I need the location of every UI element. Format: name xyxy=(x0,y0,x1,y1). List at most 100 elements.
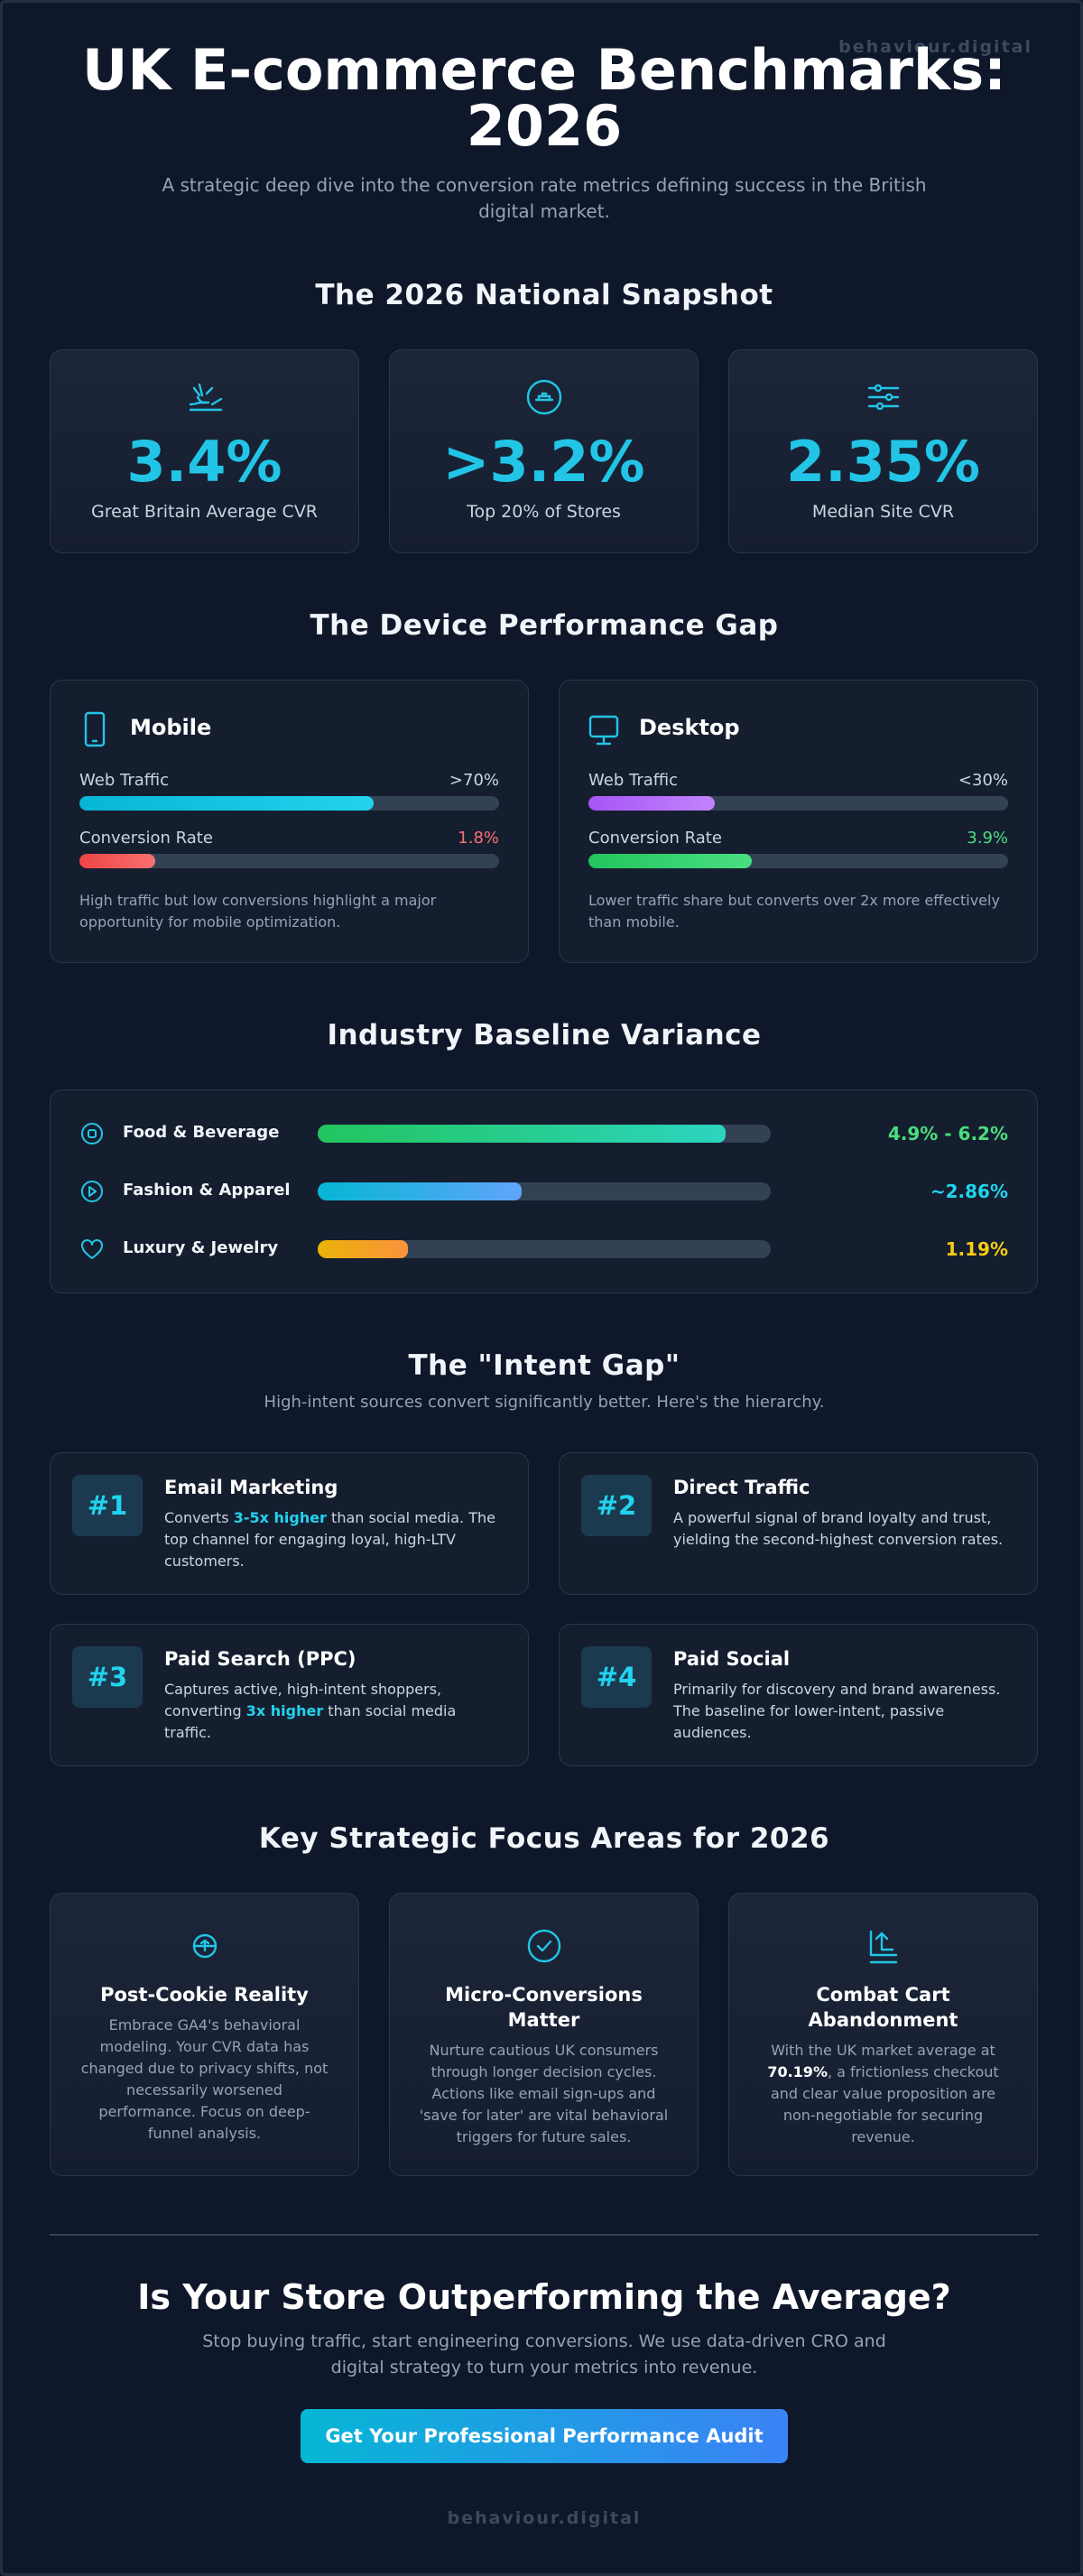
brand-watermark-top[interactable]: behaviour.digital xyxy=(838,37,1032,57)
body-text: Primarily for discovery and brand awaren… xyxy=(673,1681,1001,1741)
cookie-icon xyxy=(192,1933,217,1959)
brand-watermark-bottom[interactable]: behaviour.digital xyxy=(447,2508,642,2528)
monitor-icon xyxy=(588,715,619,746)
cta-subtitle: Stop buying traffic, start engineering c… xyxy=(202,2331,886,2377)
title-line-1: UK E-commerce Benchmarks: xyxy=(82,37,1006,103)
intent-item-title: Paid Social xyxy=(673,1648,791,1670)
rank-badge: #1 xyxy=(72,1475,143,1536)
desktop-conversion-fill xyxy=(588,854,753,868)
trophy-badge-icon xyxy=(526,379,561,415)
desktop-card: Desktop Web Traffic <30% Conversion Rate… xyxy=(559,680,1038,963)
intent-item-body: Primarily for discovery and brand awaren… xyxy=(673,1679,1015,1744)
title-line-2: 2026 xyxy=(466,93,623,159)
body-text: than social media traffic. xyxy=(164,1702,457,1741)
get-audit-button[interactable]: Get Your Professional Performance Audit xyxy=(301,2409,788,2463)
play-circle-icon xyxy=(81,1181,103,1202)
focus-card-body: Nurture cautious UK consumers through lo… xyxy=(417,2040,671,2148)
intent-title: The "Intent Gap" xyxy=(408,1349,680,1382)
intent-item-title: Email Marketing xyxy=(164,1477,338,1498)
check-circle-icon xyxy=(527,1929,560,1963)
mobile-card: Mobile Web Traffic >70% Conversion Rate … xyxy=(50,680,529,963)
body-text: A powerful signal of brand loyalty and t… xyxy=(673,1509,1004,1548)
rank-badge: #3 xyxy=(72,1646,143,1708)
intent-item-body: Captures active, high-intent shoppers, c… xyxy=(164,1679,506,1744)
rank-badge: #2 xyxy=(581,1475,652,1536)
device-gap-title: The Device Performance Gap xyxy=(310,609,779,642)
focus-card-post-cookie: Post-Cookie Reality Embrace GA4's behavi… xyxy=(50,1893,359,2176)
snapshot-card-median: 2.35% Median Site CVR xyxy=(728,349,1038,553)
hand-coins-icon xyxy=(189,383,222,412)
sliders-icon xyxy=(867,384,899,411)
mobile-conversion-label: Conversion Rate xyxy=(79,829,213,848)
snapshot-title: The 2026 National Snapshot xyxy=(315,279,773,311)
body-text: Embrace GA4's behavioral modeling. Your … xyxy=(80,2016,329,2142)
industry-fill-food xyxy=(318,1125,726,1143)
focus-title: Key Strategic Focus Areas for 2026 xyxy=(258,1822,830,1855)
cta-title: Is Your Store Outperforming the Average? xyxy=(137,2277,951,2317)
intent-card-email: #1 Email Marketing Converts 3-5x higher … xyxy=(50,1452,529,1595)
snapshot-label: Top 20% of Stores xyxy=(467,502,621,522)
industry-value-luxury: 1.19% xyxy=(945,1238,1008,1260)
intent-card-ppc: #3 Paid Search (PPC) Captures active, hi… xyxy=(50,1624,529,1766)
cart-return-icon xyxy=(869,1930,897,1964)
industry-title: Industry Baseline Variance xyxy=(327,1019,762,1052)
snapshot-value: >3.2% xyxy=(442,429,645,495)
desktop-conversion-label: Conversion Rate xyxy=(588,829,722,848)
mobile-traffic-fill xyxy=(79,796,374,811)
body-text: , a frictionless checkout and clear valu… xyxy=(770,2063,999,2145)
intent-item-body: Converts 3-5x higher than social media. … xyxy=(164,1507,506,1572)
mobile-traffic-bar xyxy=(79,796,499,811)
body-text: Converts xyxy=(164,1509,234,1526)
highlight-text: 3x higher xyxy=(245,1702,324,1719)
snapshot-value: 3.4% xyxy=(126,429,282,495)
body-text: With the UK market average at xyxy=(771,2042,995,2059)
heart-icon xyxy=(81,1239,103,1259)
intent-subtitle: High-intent sources convert significantl… xyxy=(264,1393,825,1412)
focus-card-micro-conversions: Micro-Conversions Matter Nurture cautiou… xyxy=(389,1893,699,2176)
page-subtitle: A strategic deep dive into the conversio… xyxy=(162,174,927,222)
desktop-traffic-bar xyxy=(588,796,1008,811)
snapshot-card-top-20: >3.2% Top 20% of Stores xyxy=(389,349,699,553)
focus-card-body: With the UK market average at 70.19%, a … xyxy=(756,2040,1010,2148)
snapshot-label: Great Britain Average CVR xyxy=(90,502,319,522)
industry-bar-fashion xyxy=(318,1182,771,1200)
snapshot-card-gb-average: 3.4% Great Britain Average CVR xyxy=(50,349,359,553)
desktop-note: Lower traffic share but converts over 2x… xyxy=(588,892,1000,931)
page-title: UK E-commerce Benchmarks: 2026 xyxy=(3,42,1083,154)
focus-card-cart-abandonment: Combat Cart Abandonment With the UK mark… xyxy=(728,1893,1038,2176)
desktop-conversion-value: 3.9% xyxy=(967,829,1008,848)
mobile-note: High traffic but low conversions highlig… xyxy=(79,892,437,931)
focus-card-title: Micro-Conversions Matter xyxy=(445,1984,643,2031)
mobile-conversion-bar xyxy=(79,854,499,868)
industry-value-fashion: ~2.86% xyxy=(930,1181,1008,1202)
section-divider xyxy=(50,2234,1039,2236)
desktop-title: Desktop xyxy=(639,715,740,740)
body-text: Nurture cautious UK consumers through lo… xyxy=(419,2042,669,2145)
highlight-text: 3-5x higher xyxy=(233,1509,327,1526)
intent-item-title: Paid Search (PPC) xyxy=(164,1648,356,1670)
target-icon xyxy=(81,1123,103,1144)
industry-value-food: 4.9% - 6.2% xyxy=(887,1123,1008,1144)
desktop-traffic-fill xyxy=(588,796,715,811)
mobile-title: Mobile xyxy=(130,715,212,740)
desktop-traffic-label: Web Traffic xyxy=(588,771,679,790)
industry-bar-luxury xyxy=(318,1240,771,1258)
mobile-conversion-fill xyxy=(79,854,155,868)
focus-card-title: Combat Cart Abandonment xyxy=(808,1984,958,2031)
mobile-traffic-label: Web Traffic xyxy=(79,771,170,790)
focus-card-title: Post-Cookie Reality xyxy=(100,1984,309,2006)
rank-badge: #4 xyxy=(581,1646,652,1708)
focus-card-body: Embrace GA4's behavioral modeling. Your … xyxy=(78,2015,331,2145)
body-text: Captures active, high-intent shoppers, c… xyxy=(164,1681,442,1719)
industry-label-fashion: Fashion & Apparel xyxy=(123,1181,291,1200)
mobile-traffic-value: >70% xyxy=(449,771,499,790)
industry-label-luxury: Luxury & Jewelry xyxy=(123,1238,279,1257)
desktop-conversion-bar xyxy=(588,854,1008,868)
intent-item-title: Direct Traffic xyxy=(673,1477,810,1498)
snapshot-label: Median Site CVR xyxy=(811,502,955,522)
desktop-traffic-value: <30% xyxy=(958,771,1008,790)
industry-fill-luxury xyxy=(318,1240,409,1258)
industry-bar-food xyxy=(318,1125,771,1143)
industry-card: Food & Beverage 4.9% - 6.2% Fashion & Ap… xyxy=(50,1089,1038,1293)
